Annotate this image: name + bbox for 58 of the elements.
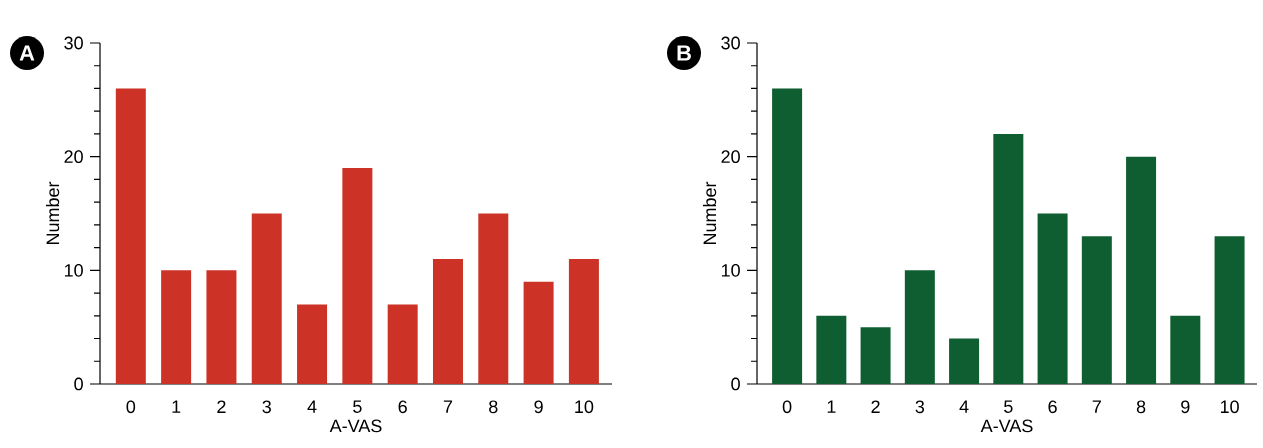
x-tick-label: 4: [959, 400, 969, 413]
bar: [432, 258, 463, 384]
bar: [251, 213, 282, 384]
bar: [387, 304, 418, 384]
x-tick-label: 9: [1181, 400, 1190, 414]
bar: [1037, 213, 1068, 384]
x-tick-label: 1: [827, 400, 836, 413]
bar: [478, 213, 509, 384]
x-tick-label: 3: [262, 400, 271, 414]
x-axis-title: A-VAS: [980, 419, 1033, 433]
x-tick-label: 5: [353, 400, 362, 413]
y-axis-title: Number: [702, 181, 717, 245]
bar: [1170, 315, 1201, 384]
bar: [568, 258, 599, 384]
bar: [816, 315, 847, 384]
y-tick-label: 30: [721, 36, 740, 50]
y-tick-label: 10: [64, 263, 83, 277]
x-tick-label: 7: [1092, 400, 1101, 413]
bar: [772, 88, 803, 384]
bar: [297, 304, 328, 384]
bar: [1214, 236, 1245, 384]
bar: [1126, 156, 1157, 384]
bar: [1081, 236, 1112, 384]
x-axis-title: A-VAS: [329, 419, 382, 433]
y-tick-label: 20: [64, 150, 83, 164]
x-tick-label: 5: [1004, 400, 1013, 413]
bar: [904, 270, 935, 384]
bar: [161, 270, 192, 384]
x-tick-label: 2: [871, 400, 880, 413]
x-tick-label: 6: [398, 400, 407, 414]
x-tick-label: 9: [534, 400, 543, 414]
y-tick-label: 30: [64, 36, 83, 50]
x-tick-label: 8: [489, 400, 498, 414]
chart-title: A: [19, 45, 35, 61]
x-tick-label: 8: [1136, 400, 1146, 414]
bar: [342, 168, 373, 384]
x-tick-label: 6: [1048, 400, 1057, 414]
x-tick-label: 10: [575, 400, 594, 414]
bar: [949, 338, 980, 384]
bar: [206, 270, 237, 384]
x-tick-label: 7: [443, 400, 453, 413]
bar: [993, 133, 1024, 384]
x-tick-label: 4: [307, 400, 317, 413]
y-axis-title: Number: [45, 181, 60, 245]
x-tick-label: 0: [782, 400, 792, 414]
x-tick-label: 10: [1220, 400, 1239, 414]
y-tick-label: 0: [731, 377, 740, 391]
bar: [523, 281, 554, 384]
bar: [115, 88, 146, 384]
x-tick-label: 3: [915, 400, 925, 414]
x-tick-label: 2: [217, 400, 226, 413]
x-tick-label: 1: [172, 400, 181, 413]
y-tick-label: 0: [74, 377, 83, 391]
y-tick-label: 20: [721, 150, 740, 164]
y-tick-label: 10: [721, 263, 740, 277]
chart-title: B: [677, 45, 691, 61]
x-tick-label: 0: [126, 400, 136, 414]
bar: [860, 327, 891, 384]
